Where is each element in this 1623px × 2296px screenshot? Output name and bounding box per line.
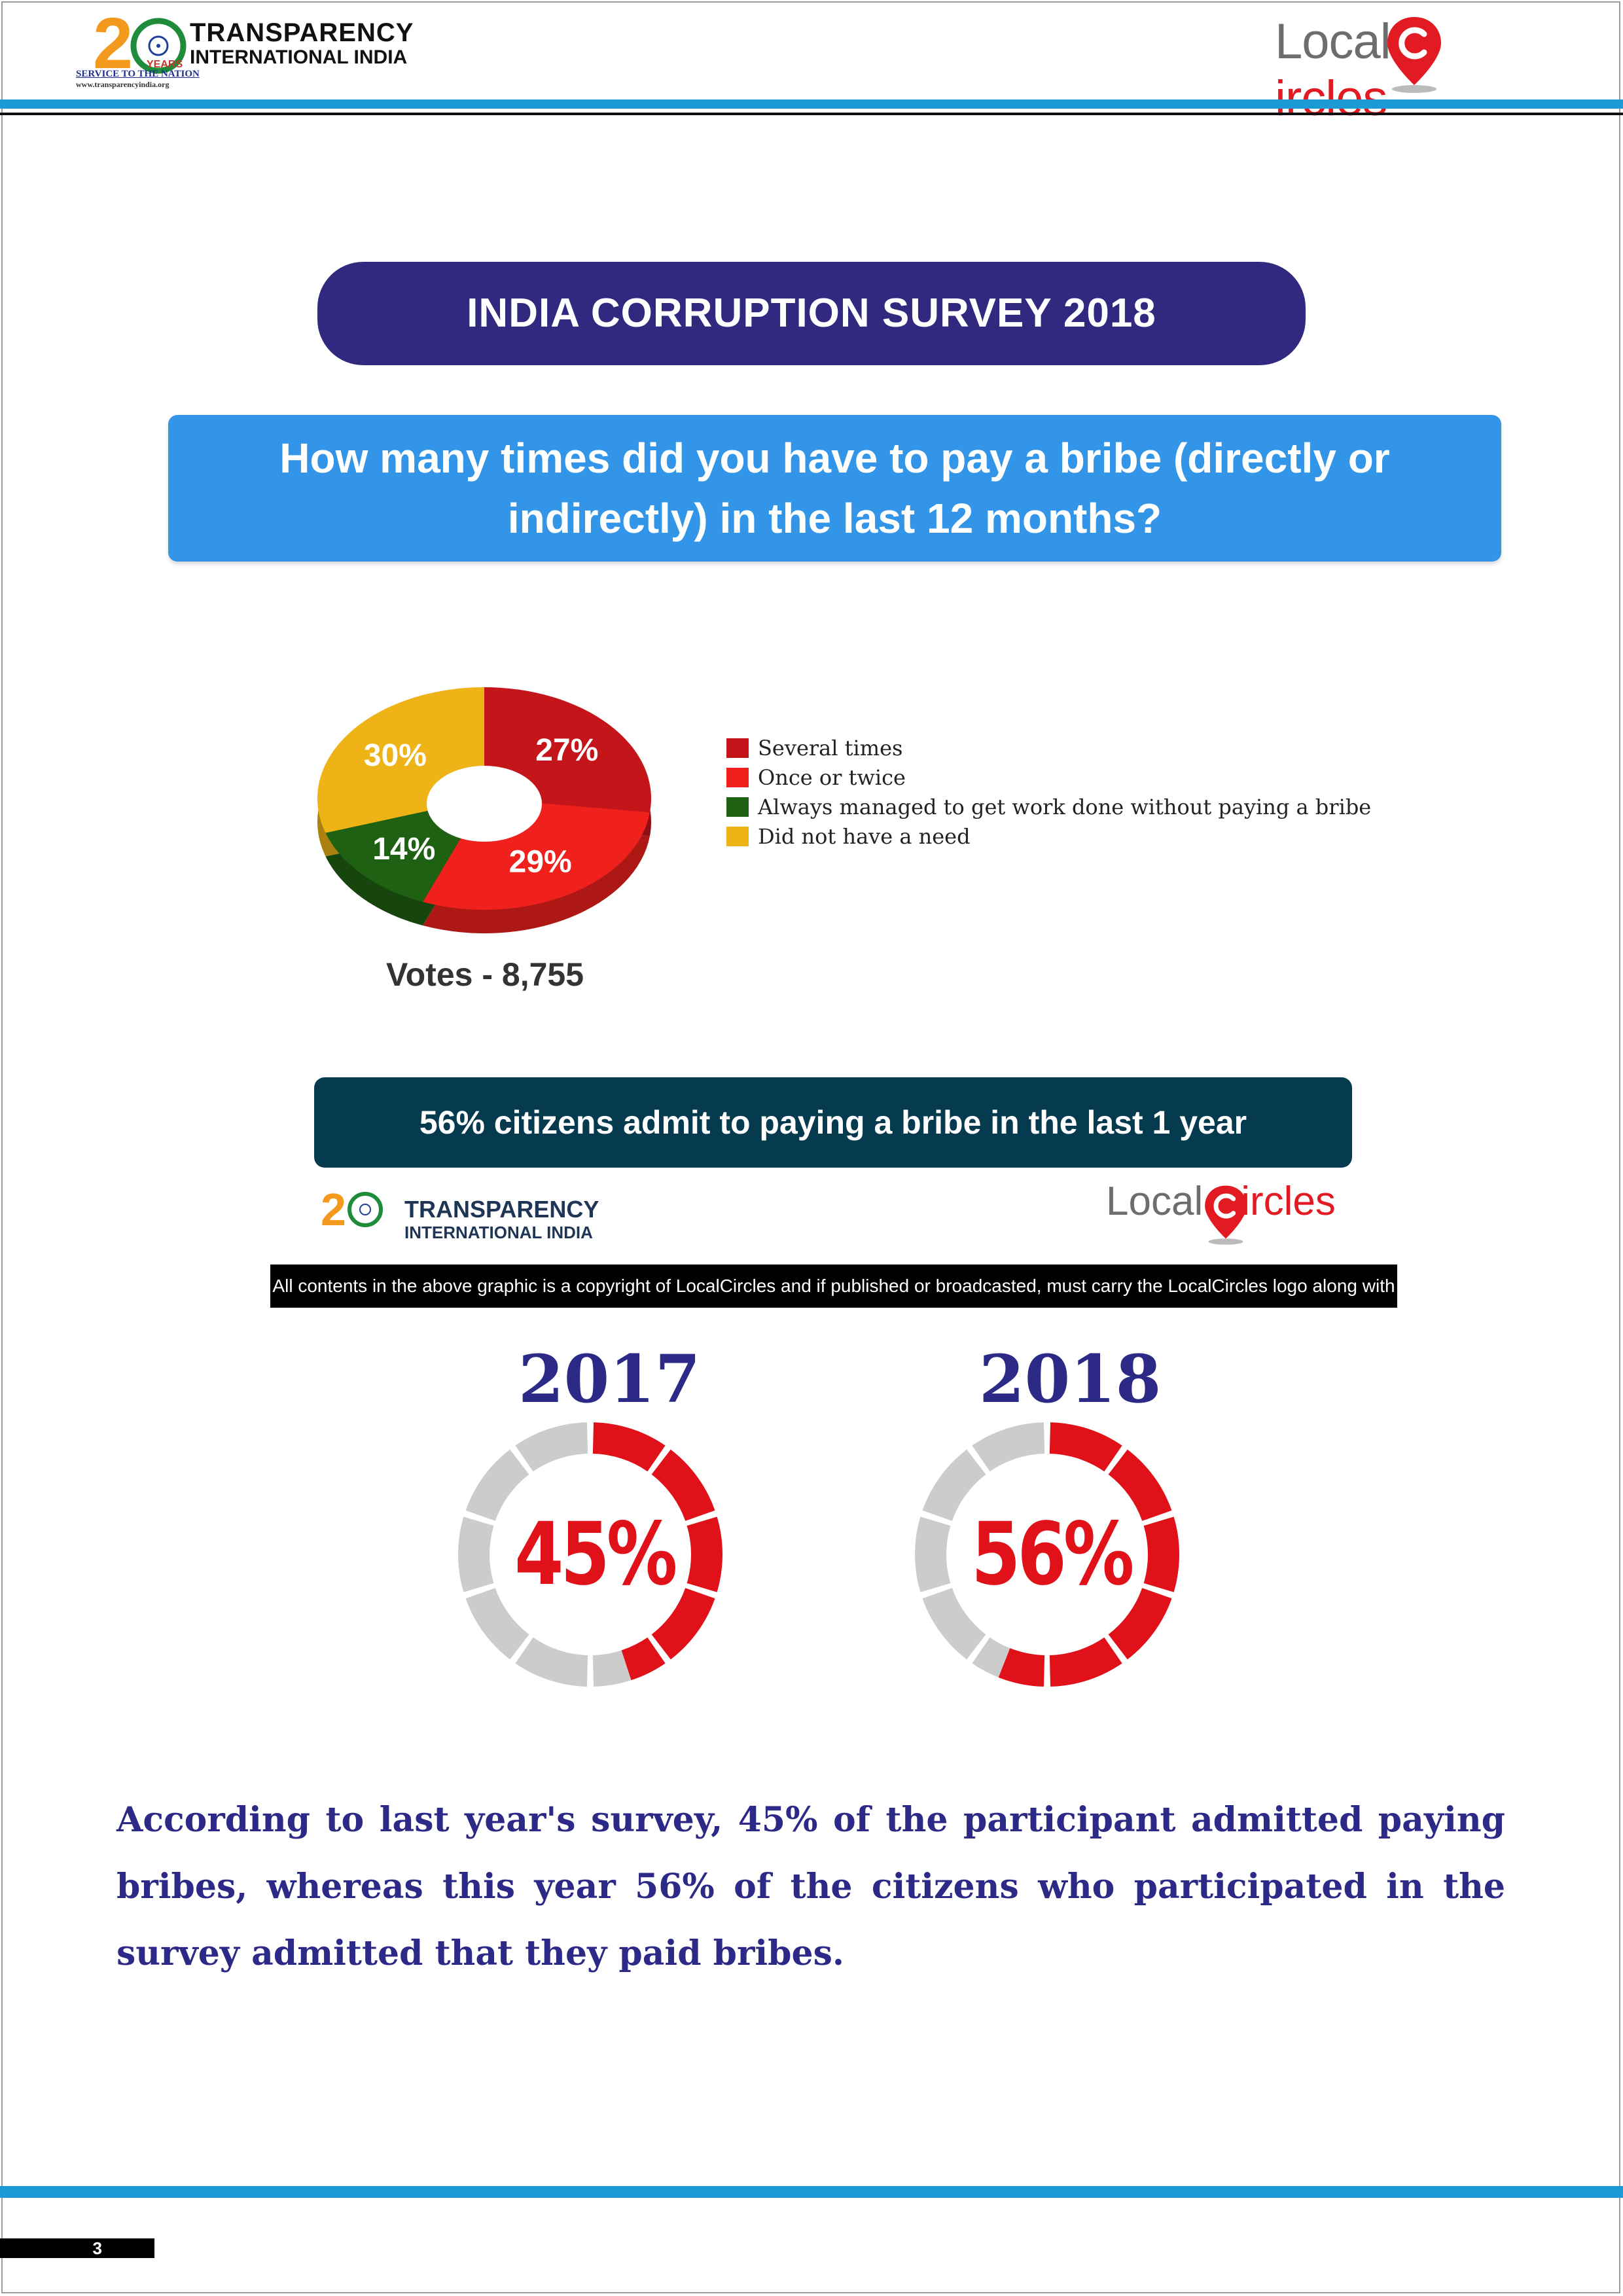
svg-text:2: 2 xyxy=(321,1185,346,1235)
ring-segment-empty xyxy=(972,1637,1010,1677)
ti-years-badge: YEARS xyxy=(147,59,183,70)
ring-segment-filled xyxy=(1143,1516,1179,1592)
lc-logo-suffix: ircles xyxy=(1275,71,1387,126)
mini-ti-line2: INTERNATIONAL INDIA xyxy=(404,1223,593,1242)
legend-label: Did not have a need xyxy=(758,823,971,849)
year-2018-label: 2018 xyxy=(979,1340,1162,1418)
question-box: How many times did you have to pay a bri… xyxy=(168,415,1501,562)
pie-data-label: 14% xyxy=(372,832,435,867)
localcircles-logo: Localircles xyxy=(1275,13,1550,126)
pie-data-label: 30% xyxy=(364,738,427,773)
ring-segment-filled xyxy=(592,1422,666,1472)
ring-chart-2017 xyxy=(458,1422,722,1687)
votes-count: Votes - 8,755 xyxy=(386,956,584,993)
legend-item: Several times xyxy=(726,733,1371,762)
map-pin-c-icon xyxy=(1387,17,1441,93)
mini-ti-name: TRANSPARENCY INTERNATIONAL INDIA xyxy=(404,1196,599,1242)
map-pin-c-icon xyxy=(1205,1185,1247,1245)
mini-localcircles-logo: Local ircles xyxy=(1106,1178,1336,1245)
twenty-years-emblem-icon: 2 xyxy=(93,3,187,84)
ring-segment-empty xyxy=(465,1449,529,1522)
ring-segment-empty xyxy=(915,1516,951,1592)
ring-segment-filled xyxy=(1049,1422,1122,1472)
legend-item: Did not have a need xyxy=(726,821,1371,851)
ring-segment-empty xyxy=(515,1637,588,1687)
ti-name-line2: INTERNATIONAL INDIA xyxy=(190,46,408,68)
ti-tagline-block: SERVICE TO THE NATION www.transparencyin… xyxy=(76,68,200,89)
pie-legend: Several times Once or twice Always manag… xyxy=(726,733,1371,851)
summary-paragraph: According to last year's survey, 45% of … xyxy=(116,1800,1505,1973)
twenty-years-emblem-icon: 2 xyxy=(321,1184,383,1235)
pie-labels-layer: 27% 29% 14% 30% xyxy=(364,733,598,880)
header-rule xyxy=(0,113,1623,115)
legend-swatch xyxy=(726,826,749,846)
copyright-notice: All contents in the above graphic is a c… xyxy=(270,1265,1397,1339)
ring-segment-filled xyxy=(1108,1587,1172,1660)
ring-segment-filled xyxy=(687,1516,722,1592)
footer-band xyxy=(0,2186,1623,2198)
ring-segment-filled xyxy=(1108,1449,1172,1522)
legend-item: Always managed to get work done without … xyxy=(726,792,1371,821)
ring-segment-filled xyxy=(998,1647,1045,1687)
legend-label: Once or twice xyxy=(758,764,906,790)
legend-label: Always managed to get work done without … xyxy=(758,794,1372,819)
year-2017-label: 2017 xyxy=(518,1340,701,1418)
page-number: 3 xyxy=(0,2238,154,2258)
legend-swatch xyxy=(726,797,749,817)
ring-chart-2018 xyxy=(915,1422,1179,1687)
key-finding-banner: 56% citizens admit to paying a bribe in … xyxy=(314,1077,1352,1168)
ring-2017-value: 45% xyxy=(514,1504,677,1605)
ring-segment-empty xyxy=(592,1650,632,1687)
lc-logo-prefix: Local xyxy=(1275,14,1391,69)
svg-text:2: 2 xyxy=(93,8,133,83)
mini-ti-logo: 2 xyxy=(319,1184,594,1244)
mini-lc-prefix: Local xyxy=(1106,1179,1204,1224)
ring-segment-filled xyxy=(620,1637,666,1681)
donut-hole xyxy=(427,766,542,842)
ring-2018-value: 56% xyxy=(971,1504,1134,1605)
ring-segment-filled xyxy=(651,1587,715,1660)
mini-ti-line1: TRANSPARENCY xyxy=(404,1196,599,1223)
legend-item: Once or twice xyxy=(726,762,1371,792)
header-band xyxy=(0,99,1623,109)
question-line1: How many times did you have to pay a bri… xyxy=(279,435,1390,482)
legend-label: Several times xyxy=(758,735,903,761)
ring-segment-empty xyxy=(465,1587,529,1660)
ring-segment-empty xyxy=(515,1422,588,1472)
ring-segment-empty xyxy=(922,1587,986,1660)
ti-name: TRANSPARENCY INTERNATIONAL INDIA xyxy=(190,20,414,67)
pie-data-label: 29% xyxy=(509,845,572,880)
survey-title: INDIA CORRUPTION SURVEY 2018 xyxy=(317,262,1306,365)
bribe-frequency-donut-chart: 27% 29% 14% 30% xyxy=(317,687,651,933)
ti-logo: 2 xyxy=(73,3,440,96)
ti-url: www.transparencyindia.org xyxy=(76,80,169,89)
ti-tagline: SERVICE TO THE NATION xyxy=(76,69,200,79)
legend-swatch xyxy=(726,767,749,787)
ring-segment-empty xyxy=(972,1422,1045,1472)
legend-swatch xyxy=(726,738,749,758)
ring-segment-empty xyxy=(458,1516,494,1592)
ring-segment-empty xyxy=(922,1449,986,1522)
mini-lc-suffix: ircles xyxy=(1241,1179,1336,1224)
pie-data-label: 27% xyxy=(535,733,598,768)
ring-segment-filled xyxy=(1049,1637,1122,1687)
ring-segment-filled xyxy=(651,1449,715,1522)
question-line2: indirectly) in the last 12 months? xyxy=(507,495,1162,542)
ti-name-line1: TRANSPARENCY xyxy=(190,18,414,47)
